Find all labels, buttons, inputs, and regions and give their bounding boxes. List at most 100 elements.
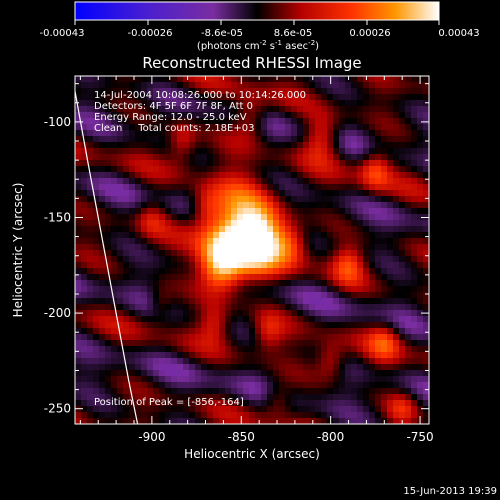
heatmap-cell [213, 328, 219, 334]
heatmap-cell [219, 400, 225, 406]
heatmap-cell [375, 142, 381, 148]
heatmap-cell [405, 184, 411, 190]
heatmap-cell [249, 232, 255, 238]
heatmap-cell [231, 172, 237, 178]
heatmap-cell [327, 88, 333, 94]
heatmap-cell [321, 256, 327, 262]
heatmap-cell [291, 220, 297, 226]
heatmap-cell [225, 388, 231, 394]
heatmap-cell [423, 388, 429, 394]
heatmap-cell [393, 100, 399, 106]
heatmap-cell [375, 136, 381, 142]
heatmap-cell [387, 82, 393, 88]
heatmap-cell [321, 316, 327, 322]
heatmap-cell [75, 376, 81, 382]
heatmap-cell [147, 244, 153, 250]
heatmap-cell [81, 334, 87, 340]
heatmap-cell [93, 220, 99, 226]
heatmap-cell [369, 160, 375, 166]
heatmap-cell [141, 232, 147, 238]
heatmap-cell [399, 310, 405, 316]
heatmap-cell [177, 382, 183, 388]
heatmap-cell [333, 388, 339, 394]
heatmap-cell [81, 118, 87, 124]
heatmap-cell [357, 352, 363, 358]
heatmap-cell [171, 208, 177, 214]
heatmap-cell [117, 130, 123, 136]
heatmap-cell [291, 256, 297, 262]
heatmap-cell [165, 88, 171, 94]
heatmap-cell [135, 334, 141, 340]
heatmap-cell [129, 196, 135, 202]
heatmap-cell [291, 94, 297, 100]
heatmap-cell [315, 112, 321, 118]
heatmap-cell [105, 322, 111, 328]
heatmap-cell [351, 82, 357, 88]
heatmap-cell [99, 406, 105, 412]
heatmap-cell [99, 106, 105, 112]
heatmap-cell [255, 118, 261, 124]
heatmap-cell [363, 166, 369, 172]
heatmap-cell [261, 130, 267, 136]
heatmap-cell [243, 328, 249, 334]
heatmap-cell [315, 190, 321, 196]
heatmap-cell [303, 256, 309, 262]
heatmap-cell [285, 100, 291, 106]
heatmap-cell [255, 160, 261, 166]
heatmap-cell [399, 262, 405, 268]
heatmap-cell [339, 394, 345, 400]
heatmap-cell [267, 196, 273, 202]
heatmap-cell [381, 274, 387, 280]
heatmap-cell [405, 82, 411, 88]
heatmap-cell [321, 364, 327, 370]
heatmap-cell [249, 136, 255, 142]
heatmap-cell [147, 400, 153, 406]
heatmap-cell [171, 148, 177, 154]
heatmap-cell [111, 370, 117, 376]
heatmap-cell [339, 142, 345, 148]
heatmap-cell [291, 388, 297, 394]
heatmap-cell [321, 106, 327, 112]
heatmap-cell [339, 406, 345, 412]
heatmap-cell [309, 358, 315, 364]
heatmap-cell [183, 322, 189, 328]
heatmap-cell [255, 382, 261, 388]
heatmap-cell [225, 124, 231, 130]
heatmap-cell [135, 376, 141, 382]
heatmap-cell [123, 250, 129, 256]
heatmap-cell [345, 406, 351, 412]
heatmap-cell [159, 124, 165, 130]
heatmap-cell [201, 220, 207, 226]
heatmap-cell [117, 100, 123, 106]
heatmap-cell [117, 226, 123, 232]
heatmap-cell [93, 298, 99, 304]
heatmap-cell [99, 202, 105, 208]
heatmap-cell [327, 388, 333, 394]
heatmap-cell [357, 364, 363, 370]
heatmap-cell [75, 328, 81, 334]
heatmap-cell [171, 394, 177, 400]
heatmap-cell [195, 220, 201, 226]
heatmap-cell [303, 82, 309, 88]
heatmap-cell [327, 154, 333, 160]
heatmap-cell [87, 286, 93, 292]
heatmap-cell [159, 178, 165, 184]
heatmap-cell [147, 124, 153, 130]
heatmap-cell [99, 346, 105, 352]
heatmap-cell [381, 358, 387, 364]
heatmap-cell [423, 322, 429, 328]
heatmap-cell [339, 184, 345, 190]
heatmap-cell [309, 298, 315, 304]
heatmap-cell [345, 382, 351, 388]
heatmap-cell [183, 340, 189, 346]
heatmap-cell [261, 94, 267, 100]
heatmap-cell [399, 406, 405, 412]
heatmap-cell [381, 136, 387, 142]
heatmap-cell [237, 142, 243, 148]
heatmap-cell [99, 190, 105, 196]
heatmap-cell [423, 400, 429, 406]
heatmap-cell [99, 220, 105, 226]
heatmap-cell [303, 286, 309, 292]
heatmap-cell [399, 352, 405, 358]
heatmap-cell [315, 418, 321, 424]
